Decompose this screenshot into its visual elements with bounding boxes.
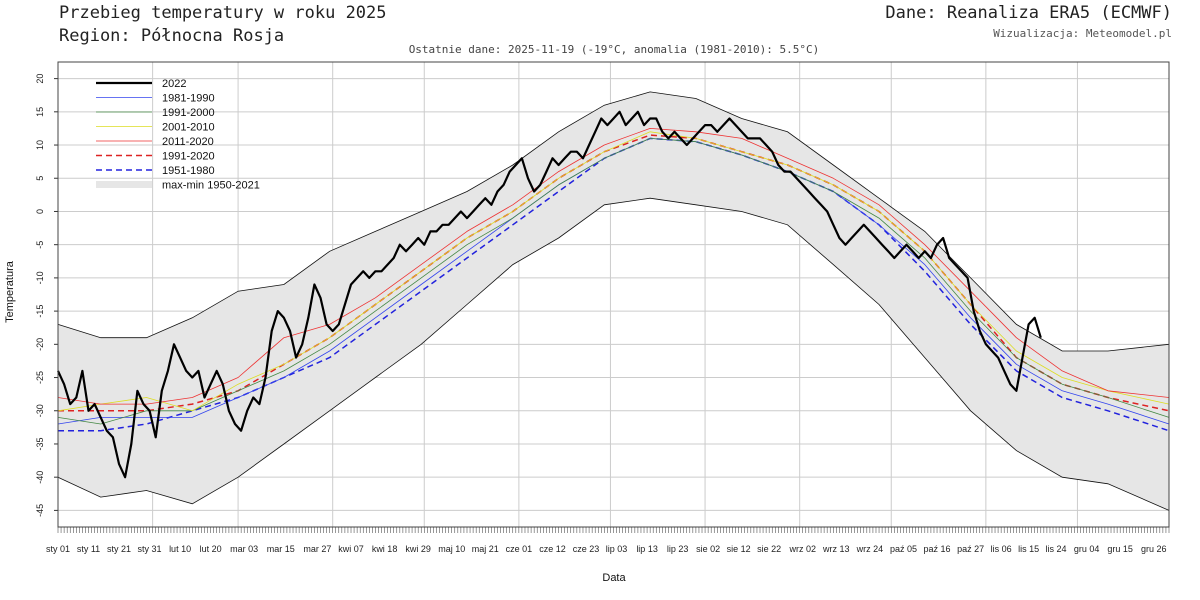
y-tick-label: 0 (35, 209, 45, 214)
legend-label: 1981-1990 (162, 93, 215, 105)
y-tick-label: -5 (35, 241, 45, 249)
x-tick-label: kwi 18 (372, 544, 398, 554)
data-source-label: Dane: Reanaliza ERA5 (ECMWF) (885, 3, 1172, 23)
x-tick-label: kwi 07 (338, 544, 364, 554)
last-data-subtitle: Ostatnie dane: 2025-11-19 (-19°C, anomal… (408, 43, 820, 56)
y-tick-label: -15 (35, 305, 45, 318)
x-tick-label: lip 23 (667, 544, 689, 554)
x-tick-label: paź 27 (957, 544, 984, 554)
y-tick-label: -40 (35, 471, 45, 484)
x-tick-label: sty 11 (77, 544, 100, 554)
x-tick-label: wrz 13 (822, 544, 850, 554)
x-tick-label: sie 12 (727, 544, 751, 554)
chart-title: Przebieg temperatury w roku 2025 (59, 3, 387, 23)
legend-label: 2001-2010 (162, 122, 215, 134)
x-tick-label: lip 03 (606, 544, 628, 554)
x-tick-label: maj 21 (472, 544, 499, 554)
x-tick-label: mar 27 (303, 544, 331, 554)
y-tick-label: 20 (35, 74, 45, 84)
y-tick-label: -35 (35, 437, 45, 450)
y-axis-label: Temperatura (4, 260, 16, 323)
x-tick-label: lis 06 (991, 544, 1012, 554)
axes: -45 -40 -35 -30 -25 -20 -15 -10 -5 0 5 10 15 20 sty 01… (35, 61, 1170, 554)
legend-label: 1991-2020 (162, 151, 215, 163)
x-tick-label: lut 20 (200, 544, 222, 554)
y-tick-label: 10 (35, 140, 45, 150)
y-tick-label: -20 (35, 338, 45, 351)
x-tick-label: wrz 02 (788, 544, 816, 554)
x-tick-label: mar 15 (267, 544, 295, 554)
series-line-1991-2000 (57, 137, 1170, 425)
series-layer (57, 110, 1170, 479)
x-tick-label: cze 01 (506, 544, 533, 554)
legend-label: 2011-2020 (162, 136, 214, 148)
x-tick-label: sty 21 (107, 544, 131, 554)
legend-label: 1991-2000 (162, 107, 215, 119)
x-tick-label: lut 10 (169, 544, 191, 554)
x-tick-label: sie 02 (696, 544, 720, 554)
legend-label: 2022 (162, 78, 186, 90)
x-tick-label: wrz 24 (856, 544, 884, 554)
x-tick-label: mar 03 (230, 544, 258, 554)
region-label: Region: Północna Rosja (59, 26, 285, 46)
x-tick-label: lis 24 (1046, 544, 1067, 554)
band-upper-line (57, 91, 1170, 352)
legend-label: max-min 1950-2021 (162, 180, 260, 192)
series-line-2022 (57, 110, 1042, 479)
y-tick-label: -45 (35, 504, 45, 517)
y-tick-label: 15 (35, 107, 45, 117)
series-line-2001-2010 (57, 131, 1170, 412)
x-tick-label: paź 05 (890, 544, 917, 554)
y-tick-label: -30 (35, 404, 45, 417)
x-tick-label: lis 15 (1018, 544, 1039, 554)
x-tick-label: cze 12 (539, 544, 566, 554)
x-tick-label: sty 31 (138, 544, 162, 554)
x-tick-label: gru 04 (1074, 544, 1100, 554)
x-tick-label: kwi 29 (405, 544, 431, 554)
x-axis-label: Data (602, 572, 626, 584)
legend-label: 1951-1980 (162, 165, 215, 177)
band-layer (57, 91, 1170, 511)
minmax-band (58, 91, 1169, 511)
x-tick-label: gru 15 (1107, 544, 1133, 554)
x-tick-label: cze 23 (573, 544, 600, 554)
visualization-credit: Wizualizacja: Meteomodel.pl (993, 27, 1172, 40)
band-lower-line (57, 197, 1170, 511)
y-tick-label: -25 (35, 371, 45, 384)
x-tick-label: sie 22 (757, 544, 781, 554)
y-tick-label: 5 (35, 176, 45, 181)
x-tick-label: paź 16 (924, 544, 951, 554)
x-tick-label: gru 26 (1141, 544, 1167, 554)
x-tick-label: maj 10 (438, 544, 465, 554)
x-tick-label: sty 01 (46, 544, 70, 554)
legend: 2022 1981-1990 1991-2000 2001-2010 2011-2020… (96, 78, 260, 192)
x-tick-label: lip 13 (636, 544, 658, 554)
y-tick-label: -10 (35, 271, 45, 284)
